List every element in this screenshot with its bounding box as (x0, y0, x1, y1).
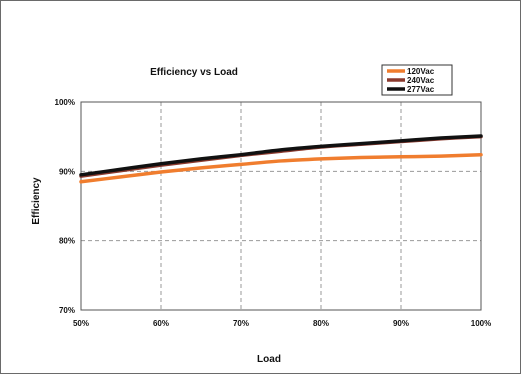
legend-label: 120Vac (407, 67, 435, 76)
y-ticks: 70% 80% 90% 100% (55, 98, 75, 315)
legend-label: 240Vac (407, 76, 435, 85)
grid (81, 102, 481, 310)
x-tick-label: 90% (393, 319, 409, 328)
legend-label: 277Vac (407, 85, 435, 94)
y-tick-label: 100% (55, 98, 75, 107)
y-tick-label: 90% (59, 167, 75, 176)
series-line-120vac (79, 152, 483, 184)
series-lines (79, 134, 483, 184)
x-tick-label: 70% (233, 319, 249, 328)
y-tick-label: 70% (59, 306, 75, 315)
x-axis-title: Load (257, 354, 281, 365)
y-axis-title: Efficiency (31, 177, 42, 225)
y-tick-label: 80% (59, 237, 75, 246)
series-line-277vac (79, 134, 483, 177)
x-tick-label: 100% (471, 319, 491, 328)
x-tick-label: 60% (153, 319, 169, 328)
chart-title: Efficiency vs Load (150, 67, 238, 78)
x-tick-label: 50% (73, 319, 89, 328)
x-ticks: 50% 60% 70% 80% 90% 100% (73, 319, 491, 328)
plot-border (80, 101, 482, 311)
x-tick-label: 80% (313, 319, 329, 328)
